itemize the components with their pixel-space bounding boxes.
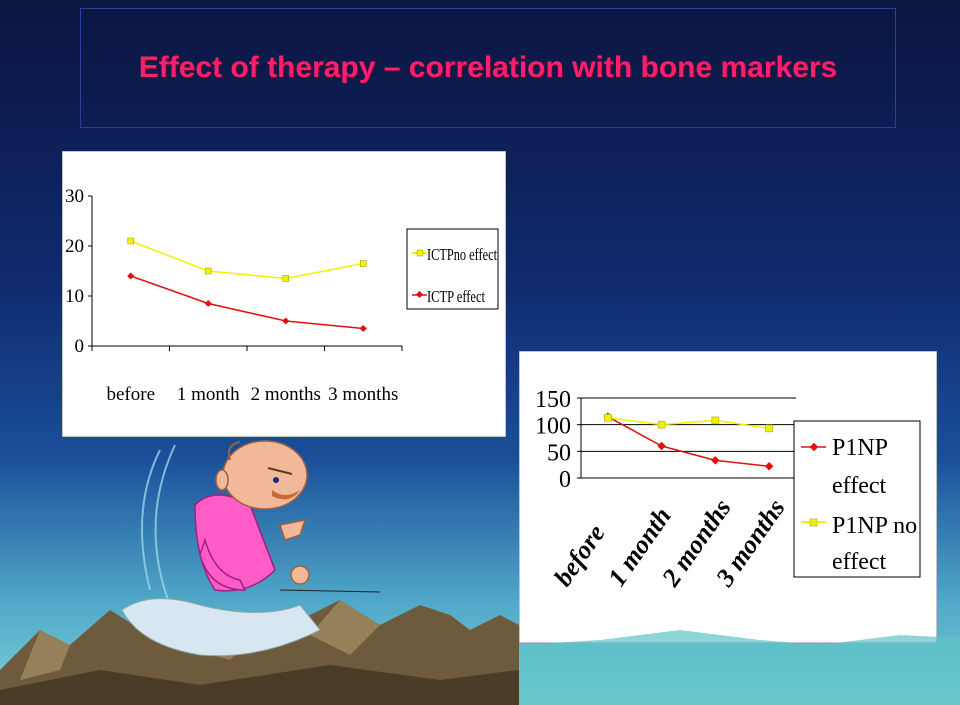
ictp-point [282,275,289,282]
p1np-legend-effect-line1: P1NP [832,435,888,461]
ictp-point [127,237,134,245]
p1np-y-tick-label: 100 [535,414,571,440]
ictp-legend-label-no-effect: ICTPno effect [427,245,497,264]
p1np-legend-no-effect-line2: effect [832,549,887,575]
cartoon-man-icon [121,440,381,657]
ictp-x-tick-label: 1 month [177,384,240,405]
p1np-legend-no-effect-line1: P1NP no [832,513,917,539]
ictp-y-tick-label: 10 [65,286,84,307]
ictp-y-ticks: 0 10 20 30 [65,186,92,357]
ictp-point [127,272,135,280]
ictp-series-line-0 [130,240,364,280]
ictp-x-tick-label: 2 months [251,384,321,405]
p1np-legend-marker-no-effect [809,518,818,527]
foreground-hill-icon [0,665,519,705]
ictp-y-tick-label: 20 [65,236,84,257]
ictp-point [282,317,290,325]
ictp-y-tick-label: 30 [65,186,84,207]
p1np-point [657,441,666,451]
ictp-x-tick-label: 3 months [328,384,398,405]
p1np-series-line-0 [607,416,770,468]
ictp-point [204,299,212,308]
p1np-point [711,416,720,425]
p1np-legend-label-no-effect: P1NP no effect [832,513,923,575]
ictp-x-ticks: before 1 month 2 months 3 months [91,346,403,405]
shoreline-icon [519,630,960,705]
p1np-series [603,412,774,471]
p1np-y-tick-label: 50 [547,440,571,466]
p1np-y-tick-label: 150 [535,387,571,413]
p1np-series-line-1 [607,416,770,430]
title-box: Effect of therapy – correlation with bon… [80,8,896,128]
slide-title: Effect of therapy – correlation with bon… [138,51,838,84]
ictp-x-tick-label: before [106,384,155,405]
p1np-point [657,420,666,429]
ictp-series [127,237,367,333]
ictp-point [360,260,367,267]
p1np-legend-marker-effect [809,442,819,452]
p1np-point [765,424,773,433]
ictp-point [359,324,367,333]
ictp-legend: ICTPno effect ICTP effect [406,228,499,310]
p1np-gridlines [581,397,796,452]
p1np-legend-effect-line2: effect [832,473,887,499]
ictp-legend-label-effect: ICTP effect [427,287,485,306]
ictp-legend-marker-no-effect [416,249,424,257]
ictp-chart: 0 10 20 30 before 1 month 2 months 3 months IC… [62,151,506,437]
p1np-legend-label-effect: P1NP effect [832,435,893,499]
p1np-y-tick-label: 0 [559,467,571,493]
ictp-y-tick-label: 0 [75,336,85,357]
ictp-point [205,267,212,275]
p1np-legend: P1NP effect P1NP no effect [793,420,923,578]
ictp-legend-marker-effect [415,290,424,299]
mountain-scene [0,440,960,705]
ictp-series-line-1 [130,275,364,330]
p1np-point [604,413,612,422]
